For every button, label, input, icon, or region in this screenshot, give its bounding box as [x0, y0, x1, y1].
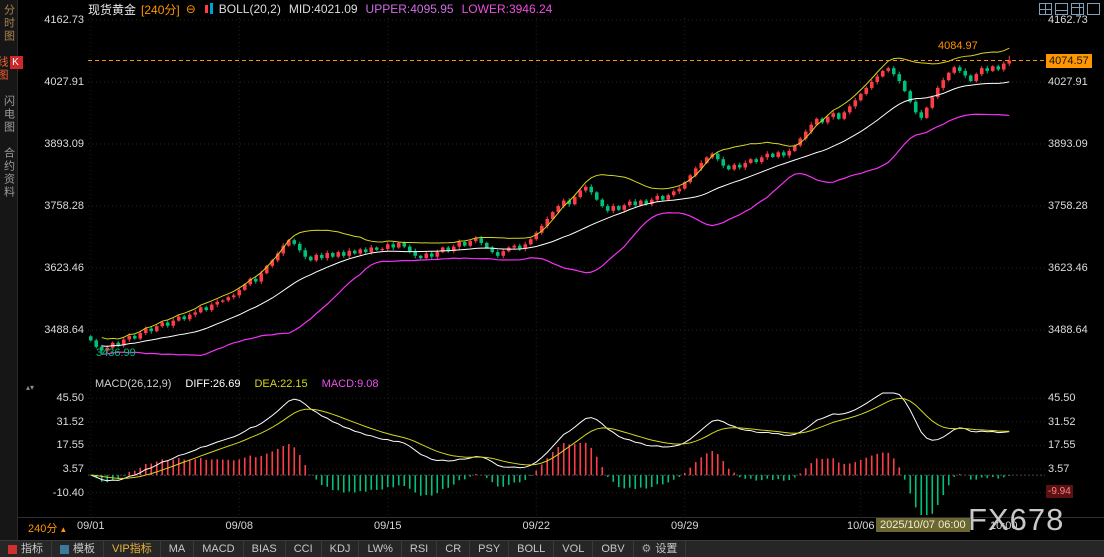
- price-axis-label-left: 3488.64: [44, 324, 84, 336]
- fx678-watermark: FX678: [968, 502, 1065, 537]
- sidebar-item-contract-info[interactable]: 合约资料: [2, 147, 15, 199]
- settings-button[interactable]: ⚙ 设置: [634, 541, 687, 557]
- macd-axis-label-left: 31.52: [56, 415, 84, 428]
- layout-single-icon[interactable]: [1087, 3, 1100, 15]
- indicator-button-rsi[interactable]: RSI: [402, 541, 438, 557]
- date-label: 09/15: [373, 520, 402, 532]
- indicator-button-psy[interactable]: PSY: [470, 541, 510, 557]
- pane-toggle-icon[interactable]: ▴▾: [26, 383, 35, 392]
- indicator-button-group: MA MACD BIAS CCI KDJ LW% RSI CR PSY BOLL VOL OBV: [161, 541, 634, 557]
- macd-diff-value: DIFF:26.69: [185, 378, 241, 390]
- high-price-annotation: 4084.97: [938, 40, 978, 52]
- kline-icon: [203, 3, 215, 15]
- layout-grid-icon[interactable]: [1039, 3, 1052, 15]
- price-axis-label-left: 4162.73: [44, 14, 84, 26]
- kline-k-badge: K: [10, 56, 23, 69]
- indicator-button-bias[interactable]: BIAS: [244, 541, 286, 557]
- low-price-annotation: 3436.99: [96, 347, 136, 359]
- indicator-button-kdj[interactable]: KDJ: [322, 541, 360, 557]
- indicator-button-lw[interactable]: LW%: [359, 541, 402, 557]
- macd-header: MACD(26,12,9) DIFF:26.69 DEA:22.15 MACD:…: [95, 378, 379, 392]
- macd-value-badge: -9.94: [1046, 485, 1073, 498]
- indicator-button-cr[interactable]: CR: [437, 541, 471, 557]
- macd-axis-label-left: 17.55: [56, 439, 84, 452]
- minus-circle-icon[interactable]: ⊖: [185, 2, 196, 16]
- price-axis-label-right: 3893.09: [1048, 138, 1088, 150]
- price-axis-label-left: 3893.09: [44, 138, 84, 150]
- macd-axis-label-right: 31.52: [1048, 415, 1076, 428]
- period-selector-label: 240分: [28, 523, 58, 535]
- template-tab-icon: [60, 544, 69, 554]
- tab-templates[interactable]: 模板: [52, 541, 104, 557]
- macd-hist-value: MACD:9.08: [321, 378, 379, 390]
- crosshair-date-box: 2025/10/07 06:00: [876, 518, 970, 532]
- period-selector[interactable]: 240分 ▲: [28, 520, 67, 536]
- price-axis-label-right: 3623.46: [1048, 262, 1088, 274]
- indicator-button-ma[interactable]: MA: [161, 541, 195, 557]
- boll-upper-value: UPPER:4095.95: [365, 2, 454, 16]
- layout-multi-icon[interactable]: [1071, 3, 1084, 15]
- price-axis-label-left: 4027.91: [44, 76, 84, 88]
- settings-label: 设置: [655, 543, 678, 555]
- date-label: 09/08: [225, 520, 254, 532]
- indicator-button-vol[interactable]: VOL: [554, 541, 594, 557]
- indicator-button-cci[interactable]: CCI: [286, 541, 322, 557]
- date-label: 09/01: [76, 520, 105, 532]
- layout-icon-group: [1039, 3, 1100, 15]
- price-axis-label-right: 4162.73: [1048, 14, 1088, 26]
- macd-title: MACD(26,12,9): [95, 378, 172, 390]
- date-label-next: 10:00: [990, 520, 1018, 532]
- macd-dea-value: DEA:22.15: [254, 378, 308, 390]
- price-axis-label-right: 4027.91: [1048, 76, 1088, 88]
- chart-type-sidebar: 分时图 K 线图 闪电图 合约资料: [0, 0, 23, 540]
- sidebar-item-kline-chart[interactable]: K 线图: [0, 56, 23, 82]
- macd-axis-label-left: -10.40: [52, 486, 84, 499]
- price-axis-label-left: 3623.46: [44, 262, 84, 274]
- macd-axis-label-right: 3.57: [1048, 463, 1070, 476]
- macd-axis-label-right: 45.50: [1048, 392, 1076, 405]
- last-price-badge: 4074.57: [1046, 54, 1092, 68]
- date-label: 10/06: [846, 520, 875, 532]
- sidebar-item-flash-chart[interactable]: 闪电图: [2, 95, 15, 134]
- boll-mid-value: MID:4021.09: [288, 2, 358, 16]
- price-axis-label-right: 3488.64: [1048, 324, 1088, 336]
- tab-templates-label: 模板: [73, 543, 95, 555]
- indicator-button-macd[interactable]: MACD: [194, 541, 244, 557]
- price-chart-canvas[interactable]: [88, 18, 1045, 378]
- chart-header-bar: 现货黄金 [240分] ⊖ BOLL(20,2) MID:4021.09 UPP…: [18, 0, 1104, 18]
- axis-separator-line: [0, 517, 1104, 518]
- period-label[interactable]: [240分]: [141, 2, 180, 17]
- date-label: 09/22: [522, 520, 551, 532]
- sidebar-item-label: 线图: [0, 56, 8, 82]
- boll-lower-value: LOWER:3946.24: [461, 2, 553, 16]
- macd-axis-label-right: 17.55: [1048, 439, 1076, 452]
- macd-axis-label-left: 45.50: [56, 392, 84, 405]
- price-axis-label-left: 3758.28: [44, 200, 84, 212]
- indicator-button-boll[interactable]: BOLL: [509, 541, 555, 557]
- tab-vip-indicators[interactable]: VIP指标: [104, 541, 161, 557]
- macd-chart-canvas[interactable]: [88, 393, 1045, 515]
- tab-indicators[interactable]: 指标: [0, 541, 52, 557]
- instrument-name: 现货黄金: [88, 2, 137, 17]
- dropdown-up-icon: ▲: [59, 525, 68, 534]
- tab-indicators-label: 指标: [21, 543, 43, 555]
- indicator-button-obv[interactable]: OBV: [593, 541, 634, 557]
- gear-icon: ⚙: [641, 543, 652, 555]
- boll-indicator-label: BOLL(20,2): [218, 2, 281, 16]
- date-label: 09/29: [670, 520, 699, 532]
- macd-axis-label-left: 3.57: [62, 463, 84, 476]
- indicator-tab-icon: [8, 544, 17, 554]
- price-axis-label-right: 3758.28: [1048, 200, 1088, 212]
- layout-split-icon[interactable]: [1055, 3, 1068, 15]
- sidebar-item-time-chart[interactable]: 分时图: [2, 4, 15, 43]
- indicator-toolbar: 指标 模板 VIP指标 MA MACD BIAS CCI KDJ LW% RSI CR PSY B…: [0, 540, 1104, 557]
